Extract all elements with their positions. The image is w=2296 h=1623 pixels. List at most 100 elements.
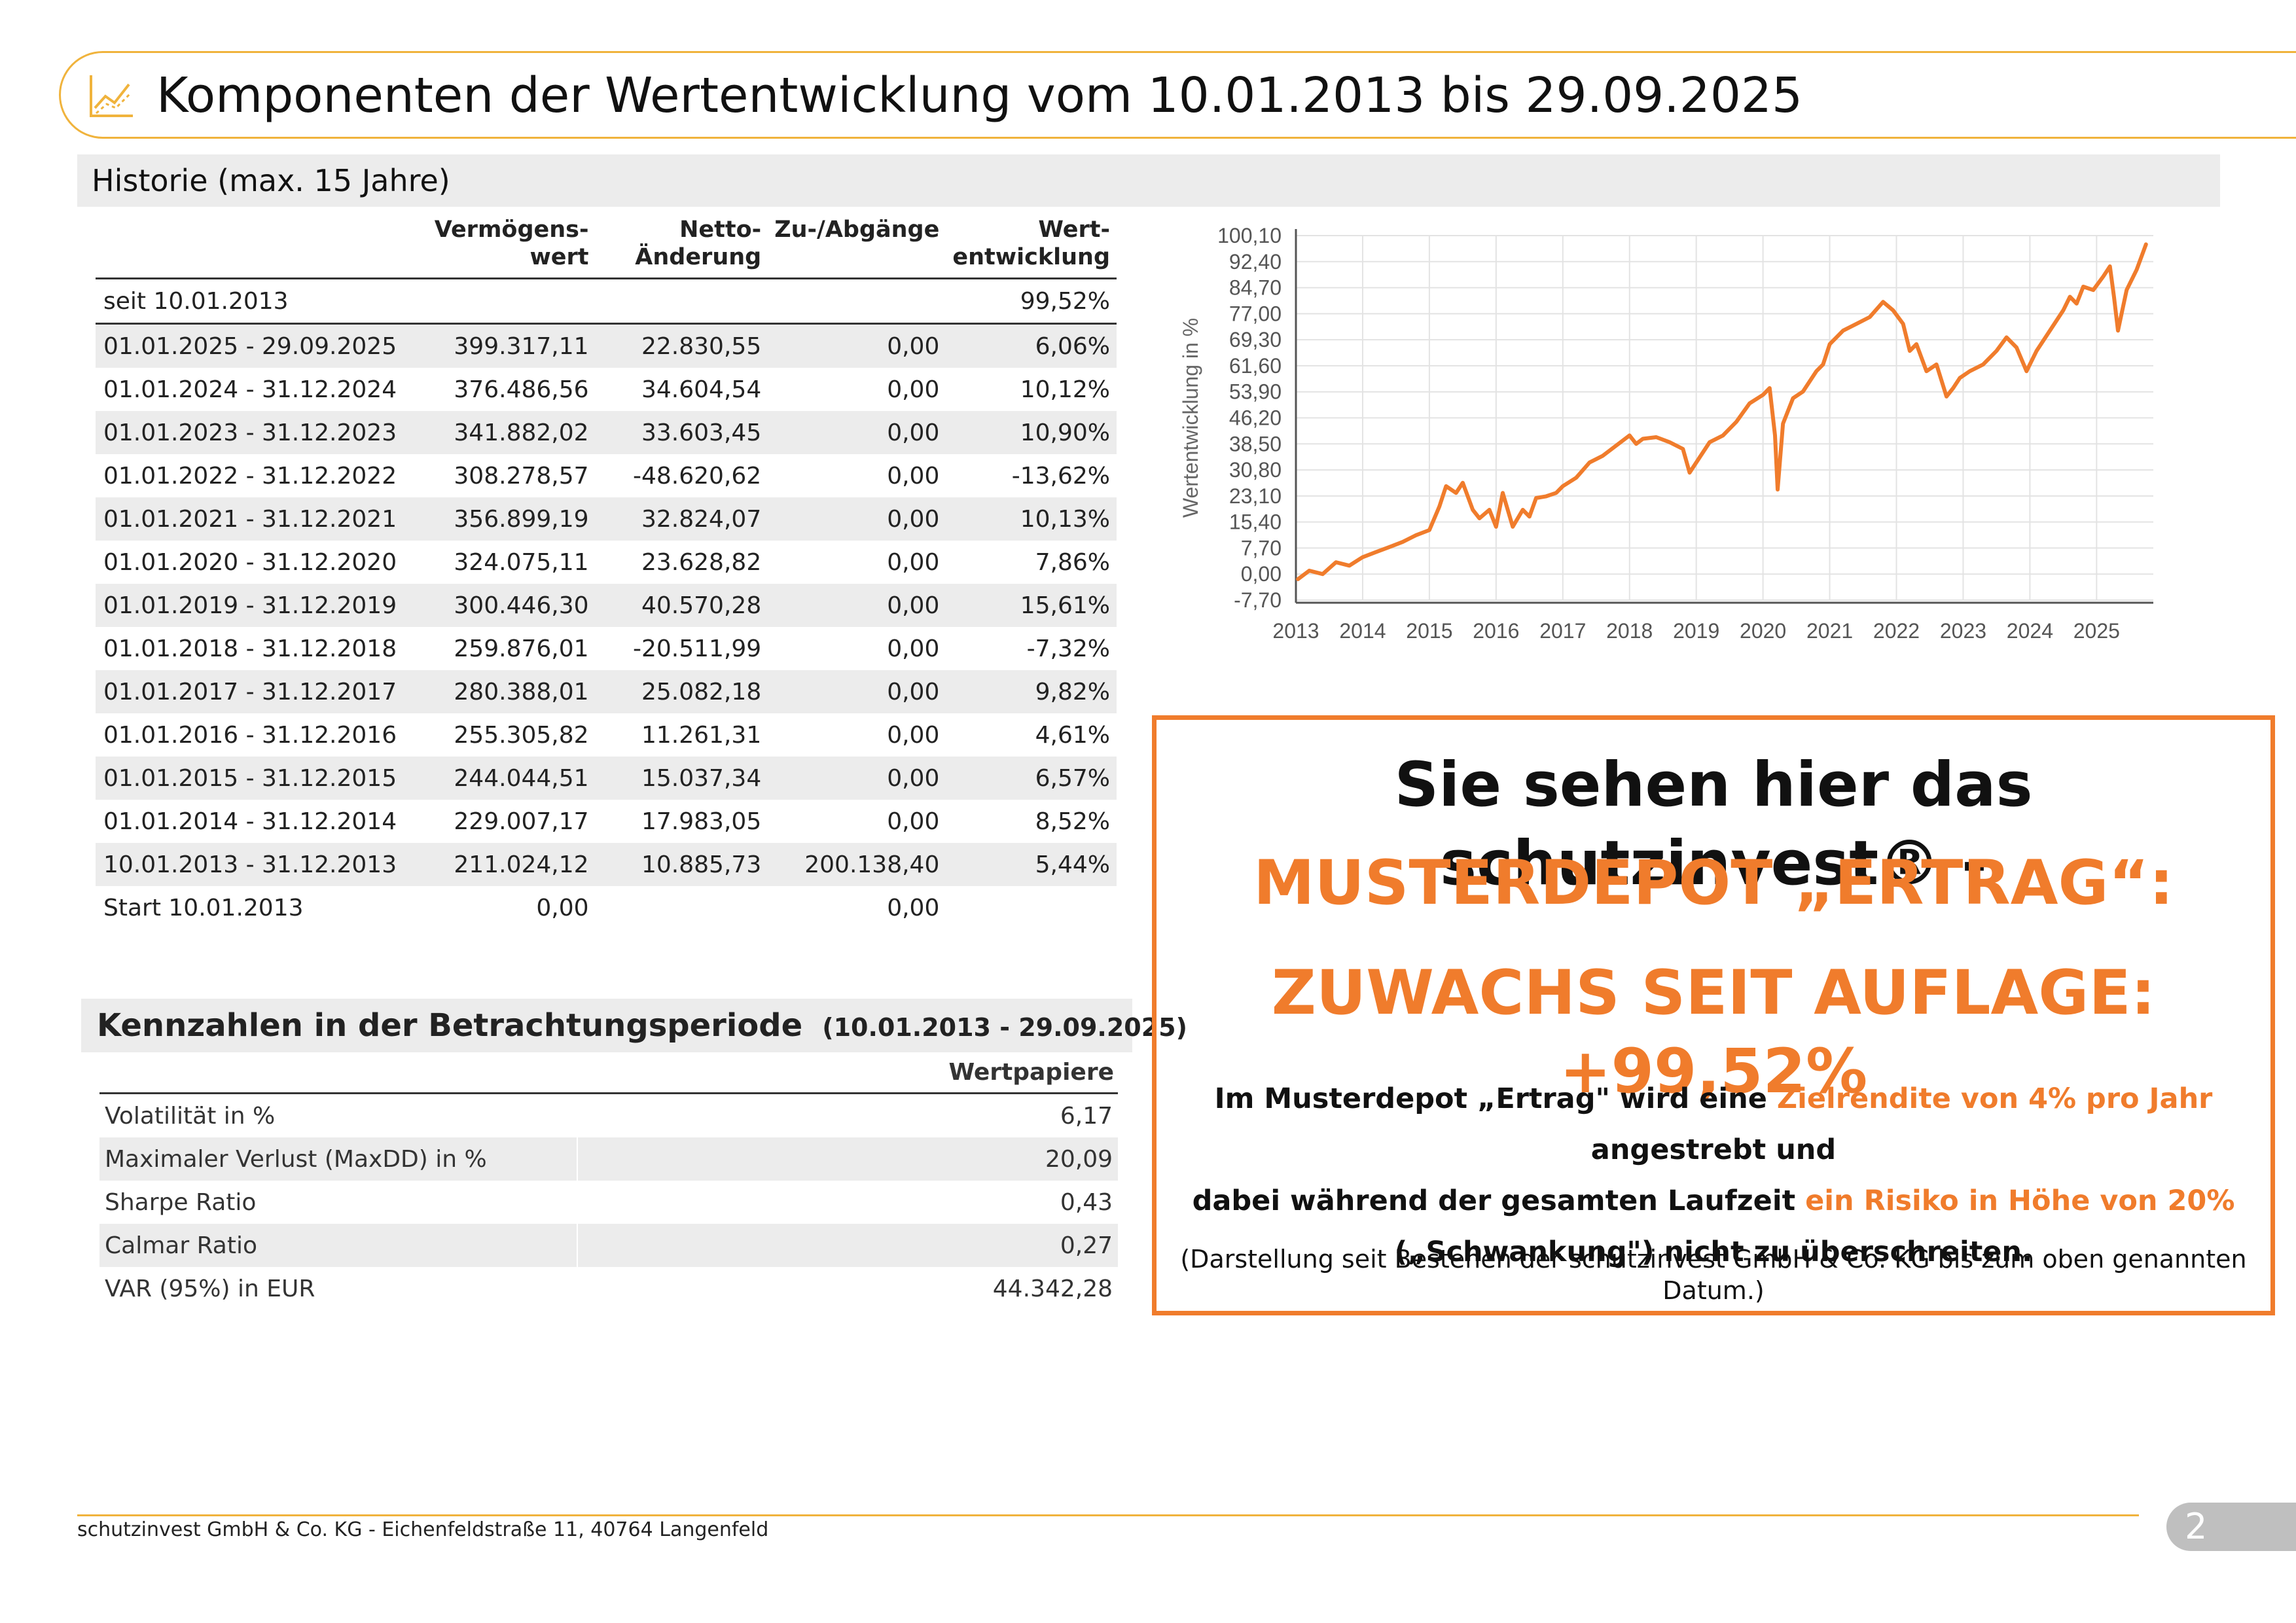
table-cell: 17.983,05 bbox=[641, 808, 762, 835]
page-title: Komponenten der Wertentwicklung vom 10.0… bbox=[156, 67, 1803, 124]
x-tick-label: 2018 bbox=[1606, 619, 1653, 643]
kennzahl-label: VAR (95%) in EUR bbox=[105, 1275, 315, 1302]
table-cell: -13,62% bbox=[1011, 462, 1110, 490]
table-cell: 0,00 bbox=[536, 894, 589, 921]
table-cell: 255.305,82 bbox=[454, 721, 589, 749]
table-cell: 7,86% bbox=[1035, 548, 1110, 576]
kennzahl-label: Volatilität in % bbox=[105, 1102, 276, 1130]
table-cell: 0,00 bbox=[768, 584, 946, 627]
kennzahlen-header-row: Wertpapiere bbox=[99, 1056, 1118, 1094]
table-cell: 356.899,19 bbox=[403, 497, 596, 541]
history-col-vermoegen: Vermögens-wert bbox=[403, 216, 596, 279]
x-tick-label: 2024 bbox=[2007, 619, 2053, 643]
table-cell: 259.876,01 bbox=[454, 635, 589, 662]
y-tick-label: 30,80 bbox=[1229, 458, 1282, 482]
y-tick-label: -7,70 bbox=[1234, 588, 1282, 612]
table-cell: 40.570,28 bbox=[595, 584, 768, 627]
table-row: 01.01.2014 - 31.12.2014 229.007,17 17.983,… bbox=[96, 800, 1117, 843]
table-cell: 01.01.2015 - 31.12.2015 bbox=[96, 757, 404, 800]
table-cell: 229.007,17 bbox=[454, 808, 589, 835]
history-table: Vermögens-wert Netto- Änderung Zu-/Abgäng… bbox=[96, 216, 1117, 929]
table-cell: 0,00 bbox=[887, 635, 940, 662]
table-cell: -20.511,99 bbox=[633, 635, 762, 662]
promo-note: (Darstellung seit Bestehen der schutzinv… bbox=[1180, 1245, 2247, 1305]
table-cell: 5,44% bbox=[946, 843, 1117, 886]
history-col-period bbox=[96, 216, 404, 279]
history-header-row: Vermögens-wert Netto- Änderung Zu-/Abgäng… bbox=[96, 216, 1117, 279]
y-tick-label: 100,10 bbox=[1217, 224, 1282, 247]
promo-depot-name: MUSTERDEPOT „ERTRAG“: bbox=[1253, 847, 2174, 919]
x-tick-label: 2013 bbox=[1272, 619, 1319, 643]
table-cell: 34.604,54 bbox=[641, 376, 762, 403]
table-cell: 9,82% bbox=[946, 670, 1117, 713]
kennzahlen-row: Maximaler Verlust (MaxDD) in % 20,09 bbox=[99, 1137, 1118, 1181]
line-chart-icon bbox=[90, 75, 133, 117]
kennzahl-value: 44.342,28 bbox=[577, 1267, 1118, 1310]
table-cell: 15,61% bbox=[946, 584, 1117, 627]
table-cell: 01.01.2022 - 31.12.2022 bbox=[103, 462, 397, 490]
table-cell: 01.01.2023 - 31.12.2023 bbox=[96, 411, 404, 454]
table-row: 01.01.2020 - 31.12.2020 324.075,11 23.628,… bbox=[96, 541, 1117, 584]
table-cell: 0,00 bbox=[768, 757, 946, 800]
x-tick-label: 2015 bbox=[1406, 619, 1452, 643]
table-cell: seit 10.01.2013 bbox=[96, 278, 404, 325]
table-row: 01.01.2019 - 31.12.2019 300.446,30 40.570,… bbox=[96, 584, 1117, 627]
table-row: 01.01.2018 - 31.12.2018 259.876,01 -20.511… bbox=[96, 627, 1117, 670]
table-row: 01.01.2015 - 31.12.2015 244.044,51 15.037,… bbox=[96, 757, 1117, 800]
history-col-netto: Netto- Änderung bbox=[595, 216, 768, 279]
y-axis-label: Wertentwicklung in % bbox=[1179, 318, 1202, 518]
table-row: 01.01.2016 - 31.12.2016 255.305,82 11.261,… bbox=[96, 713, 1117, 757]
promo-box: Sie sehen hier das schutzinvest® - MUSTE… bbox=[1152, 715, 2275, 1315]
kennzahlen-title: Kennzahlen in der Betrachtungsperiode (10… bbox=[97, 1007, 1187, 1044]
table-row: 01.01.2024 - 31.12.2024 376.486,56 34.604,… bbox=[96, 368, 1117, 411]
x-tick-label: 2025 bbox=[2073, 619, 2120, 643]
table-cell: 0,00 bbox=[887, 894, 940, 921]
footer-address: schutzinvest GmbH & Co. KG - Eichenfelds… bbox=[77, 1518, 769, 1541]
table-cell: 32.824,07 bbox=[595, 497, 768, 541]
page-number-badge: 2 bbox=[2166, 1503, 2296, 1551]
kennzahl-value: 0,43 bbox=[577, 1181, 1118, 1224]
table-row: 01.01.2023 - 31.12.2023 341.882,02 33.603,… bbox=[96, 411, 1117, 454]
kennzahl-label: Calmar Ratio bbox=[99, 1224, 577, 1267]
table-cell: 0,00 bbox=[887, 548, 940, 576]
x-tick-label: 2016 bbox=[1473, 619, 1519, 643]
kennzahlen-table: Wertpapiere Volatilität in % 6,17 Maximale… bbox=[99, 1056, 1118, 1310]
table-cell: 01.01.2024 - 31.12.2024 bbox=[103, 376, 397, 403]
footer-divider bbox=[77, 1514, 2139, 1516]
y-tick-label: 92,40 bbox=[1229, 250, 1282, 274]
kennzahl-value: 0,27 bbox=[577, 1224, 1118, 1267]
table-cell: 33.603,45 bbox=[595, 411, 768, 454]
table-cell: -48.620,62 bbox=[633, 462, 762, 490]
y-tick-label: 0,00 bbox=[1241, 562, 1282, 586]
table-cell: 01.01.2020 - 31.12.2020 bbox=[103, 548, 397, 576]
page-header: Komponenten der Wertentwicklung vom 10.0… bbox=[59, 51, 2296, 139]
table-cell: 01.01.2014 - 31.12.2014 bbox=[103, 808, 397, 835]
kennzahlen-row: Volatilität in % 6,17 bbox=[99, 1093, 1118, 1137]
table-cell: 10.01.2013 - 31.12.2013 bbox=[96, 843, 404, 886]
table-cell bbox=[596, 886, 768, 929]
table-cell: 10.885,73 bbox=[595, 843, 768, 886]
y-tick-label: 77,00 bbox=[1229, 302, 1282, 325]
table-cell: 01.01.2016 - 31.12.2016 bbox=[103, 721, 397, 749]
table-cell: Start 10.01.2013 bbox=[103, 894, 304, 921]
kennzahlen-section-bar: Kennzahlen in der Betrachtungsperiode (10… bbox=[81, 999, 1187, 1052]
table-cell: 8,52% bbox=[1035, 808, 1110, 835]
table-cell: 0,00 bbox=[768, 411, 946, 454]
table-cell: 244.044,51 bbox=[403, 757, 596, 800]
kennzahl-label: Maximaler Verlust (MaxDD) in % bbox=[99, 1137, 577, 1181]
history-title: Historie (max. 15 Jahre) bbox=[92, 163, 450, 198]
table-row: 01.01.2021 - 31.12.2021 356.899,19 32.824,… bbox=[96, 497, 1117, 541]
y-tick-label: 15,40 bbox=[1229, 510, 1282, 534]
table-cell: 99,52% bbox=[946, 278, 1117, 325]
x-tick-label: 2022 bbox=[1873, 619, 1920, 643]
table-cell: 4,61% bbox=[1035, 721, 1110, 749]
kennzahlen-row: Sharpe Ratio 0,43 bbox=[99, 1181, 1118, 1224]
x-tick-label: 2021 bbox=[1806, 619, 1853, 643]
kennzahl-value: 6,17 bbox=[577, 1093, 1118, 1137]
series-line bbox=[1296, 242, 2148, 581]
table-cell: 308.278,57 bbox=[454, 462, 589, 490]
table-cell: 200.138,40 bbox=[768, 843, 946, 886]
promo-headline: Sie sehen hier das schutzinvest® - bbox=[1394, 749, 2033, 899]
table-cell: 10,90% bbox=[946, 411, 1117, 454]
